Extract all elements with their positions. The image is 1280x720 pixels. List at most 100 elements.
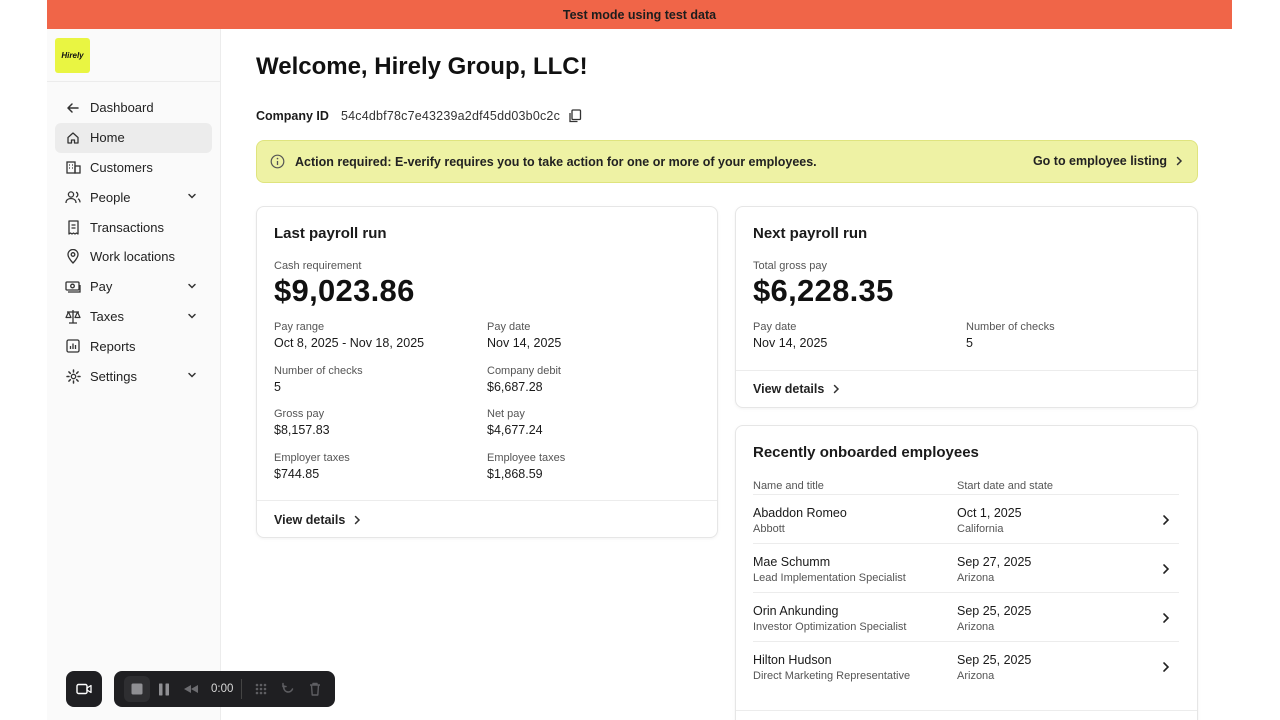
- chevron-right-icon: [1163, 564, 1170, 574]
- sidebar-item-label: Pay: [90, 279, 113, 295]
- start-state: Arizona: [957, 670, 995, 682]
- checks-value: 5: [274, 380, 281, 394]
- company-debit-value: $6,687.28: [487, 380, 543, 394]
- total-gross-pay-label: Total gross pay: [753, 260, 827, 272]
- employee-name: Abaddon Romeo: [753, 506, 847, 520]
- net-pay-value: $4,677.24: [487, 423, 543, 437]
- gear-icon: [65, 368, 81, 384]
- people-icon: [65, 189, 81, 205]
- next-payroll-card: Next payroll run Total gross pay $6,228.…: [735, 206, 1198, 408]
- info-icon: [270, 154, 285, 169]
- column-header-date: Start date and state: [957, 480, 1054, 492]
- company-id-row: Company ID 54c4dbf78c7e43239a2df45dd03b0…: [256, 109, 582, 123]
- chart-icon: [65, 338, 81, 354]
- pay-range-label: Pay range: [274, 321, 325, 333]
- sidebar-item-label: Taxes: [90, 308, 124, 324]
- sidebar-item-customers[interactable]: Customers: [55, 153, 212, 183]
- copy-icon[interactable]: [568, 109, 582, 123]
- chevron-right-icon: [355, 515, 361, 525]
- chevron-down-icon[interactable]: [186, 280, 198, 292]
- sidebar-item-settings[interactable]: Settings: [55, 361, 212, 391]
- last-payroll-card: Last payroll run Cash requirement $9,023…: [256, 206, 718, 538]
- sidebar-item-label: Customers: [90, 159, 153, 175]
- table-row[interactable]: Abaddon Romeo Abbott Oct 1, 2025 Califor…: [753, 494, 1179, 543]
- employee-name: Mae Schumm: [753, 555, 831, 569]
- stop-recording-button[interactable]: [124, 676, 150, 702]
- building-icon: [65, 159, 81, 175]
- grid-icon: [256, 683, 267, 695]
- chevron-right-icon: [1163, 613, 1170, 623]
- table-row[interactable]: Mae Schumm Lead Implementation Specialis…: [753, 543, 1179, 592]
- employee-taxes-value: $1,868.59: [487, 467, 543, 481]
- sidebar-item-label: Home: [90, 130, 125, 146]
- app-window: Test mode using test data Hirely Dashboa…: [47, 0, 1232, 720]
- start-date: Sep 25, 2025: [957, 653, 1032, 667]
- rewind-button[interactable]: [178, 676, 204, 702]
- start-date: Sep 27, 2025: [957, 555, 1032, 569]
- chevron-right-icon: [1176, 156, 1183, 166]
- pay-date-label: Pay date: [487, 321, 531, 333]
- screen-recorder-toolbar: 0:00: [66, 671, 335, 707]
- delete-button[interactable]: [302, 676, 328, 702]
- start-state: Arizona: [957, 572, 995, 584]
- checks-label: Number of checks: [966, 321, 1055, 333]
- sidebar-item-pay[interactable]: Pay: [55, 272, 212, 302]
- recording-controls: 0:00: [114, 671, 335, 707]
- scale-icon: [65, 308, 81, 324]
- pause-button[interactable]: [151, 676, 177, 702]
- camera-toggle-button[interactable]: [66, 671, 102, 707]
- sidebar-item-label: Dashboard: [90, 100, 154, 116]
- gross-pay-label: Gross pay: [274, 408, 325, 420]
- employee-title: Direct Marketing Representative: [753, 670, 911, 682]
- sidebar-item-transactions[interactable]: Transactions: [55, 212, 212, 242]
- employee-taxes-label: Employee taxes: [487, 452, 566, 464]
- money-icon: [65, 279, 81, 295]
- main-content: Welcome, Hirely Group, LLC! Company ID 5…: [221, 29, 1232, 720]
- company-logo[interactable]: Hirely: [55, 38, 90, 73]
- sidebar-item-reports[interactable]: Reports: [55, 331, 212, 361]
- company-id-value: 54c4dbf78c7e43239a2df45dd03b0c2c: [340, 109, 561, 123]
- company-id-label: Company ID: [256, 109, 329, 123]
- card-title: Last payroll run: [274, 225, 387, 242]
- employer-taxes-label: Employer taxes: [274, 452, 350, 464]
- start-state: California: [957, 523, 1004, 535]
- total-gross-pay-value: $6,228.35: [753, 273, 894, 308]
- restart-button[interactable]: [275, 676, 301, 702]
- pay-date-label: Pay date: [753, 321, 797, 333]
- sidebar-nav: Dashboard Home Customers People Transact…: [55, 93, 212, 391]
- view-details-button[interactable]: View details: [274, 513, 361, 527]
- sidebar-item-taxes[interactable]: Taxes: [55, 302, 212, 332]
- start-state: Arizona: [957, 621, 995, 633]
- alert-message: Action required: E-verify requires you t…: [295, 154, 817, 169]
- go-to-employee-listing-link[interactable]: Go to employee listing: [1033, 154, 1183, 168]
- chevron-down-icon[interactable]: [186, 310, 198, 322]
- pay-date-value: Nov 14, 2025: [487, 336, 562, 350]
- arrow-left-icon: [65, 100, 81, 116]
- trash-icon: [310, 682, 321, 696]
- sidebar-item-label: Transactions: [90, 219, 164, 235]
- checks-label: Number of checks: [274, 365, 363, 377]
- card-divider: [736, 370, 1197, 371]
- table-row[interactable]: Orin Ankunding Investor Optimization Spe…: [753, 592, 1179, 641]
- table-row[interactable]: Hilton Hudson Direct Marketing Represent…: [753, 641, 1179, 690]
- start-date: Oct 1, 2025: [957, 506, 1022, 520]
- sidebar-item-home[interactable]: Home: [55, 122, 212, 153]
- pause-icon: [159, 683, 169, 695]
- sidebar-item-people[interactable]: People: [55, 182, 212, 212]
- sidebar: Hirely Dashboard Home Customers People: [47, 29, 221, 720]
- grid-button[interactable]: [248, 676, 274, 702]
- chevron-right-icon: [834, 384, 840, 394]
- chevron-right-icon: [1163, 515, 1170, 525]
- gross-pay-value: $8,157.83: [274, 423, 330, 437]
- chevron-down-icon[interactable]: [186, 190, 198, 202]
- video-camera-icon: [76, 683, 92, 695]
- chevron-down-icon[interactable]: [186, 369, 198, 381]
- employer-taxes-value: $744.85: [274, 467, 320, 481]
- view-details-button[interactable]: View details: [753, 382, 840, 396]
- logo-text: Hirely: [61, 51, 84, 60]
- cash-requirement-value: $9,023.86: [274, 273, 415, 308]
- location-pin-icon: [65, 249, 81, 265]
- sidebar-item-work-locations[interactable]: Work locations: [55, 242, 212, 272]
- sidebar-item-dashboard[interactable]: Dashboard: [55, 93, 212, 123]
- card-divider: [257, 500, 717, 501]
